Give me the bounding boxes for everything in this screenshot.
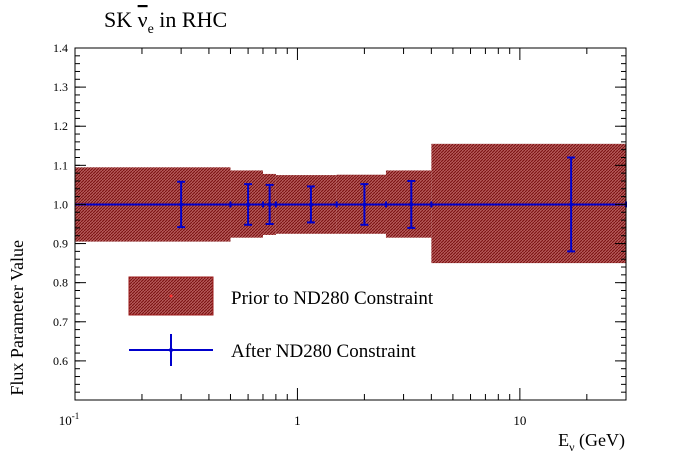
y-tick-label-2: 0.8 — [53, 276, 68, 290]
after-marker-4 — [362, 202, 367, 207]
legend-after-label: After ND280 Constraint — [231, 341, 416, 362]
y-tick-label-8: 1.4 — [53, 41, 68, 55]
legend-prior-marker — [169, 294, 173, 298]
legend-after-marker — [169, 348, 173, 352]
y-tick-label-5: 1.1 — [53, 158, 68, 172]
x-tick-label-2: 10 — [513, 413, 526, 428]
legend-prior-label: Prior to ND280 Constraint — [231, 288, 434, 309]
y-tick-label-4: 1.0 — [53, 197, 68, 211]
y-axis-label: Flux Parameter Value — [7, 240, 27, 396]
after-marker-5 — [409, 202, 414, 207]
title-nu-subscript: e — [148, 22, 154, 37]
after-point-3 — [275, 185, 338, 224]
axes: 0.6 0.7 0.8 0.9 1.0 1.1 1.2 1.3 1.4 10-1 1 10 — [53, 41, 627, 428]
y-tick-label-0: 0.6 — [53, 354, 68, 368]
after-point-4 — [336, 183, 387, 226]
chart-title: SK νe in RHC — [104, 7, 227, 37]
y-tick-label-1: 0.7 — [53, 315, 68, 329]
y-tick-label-3: 0.9 — [53, 237, 68, 251]
x-tick-label-0: 10-1 — [59, 411, 80, 428]
x-axis-label: Eν (GeV) — [558, 430, 625, 454]
after-marker-3 — [308, 202, 313, 207]
after-marker-1 — [246, 202, 251, 207]
after-point-1 — [230, 183, 264, 226]
after-marker-6 — [569, 202, 574, 207]
plot-frame — [74, 47, 627, 401]
after-point-6 — [431, 156, 627, 253]
legend: Prior to ND280 Constraint After ND280 Con… — [128, 276, 434, 366]
after-series — [75, 156, 627, 253]
y-tick-label-6: 1.2 — [53, 119, 68, 133]
y-tick-label-7: 1.3 — [53, 80, 68, 94]
after-marker-2 — [267, 202, 272, 207]
x-tick-label-1: 1 — [294, 413, 301, 428]
title-nu: ν — [138, 7, 148, 32]
after-marker-0 — [179, 202, 184, 207]
